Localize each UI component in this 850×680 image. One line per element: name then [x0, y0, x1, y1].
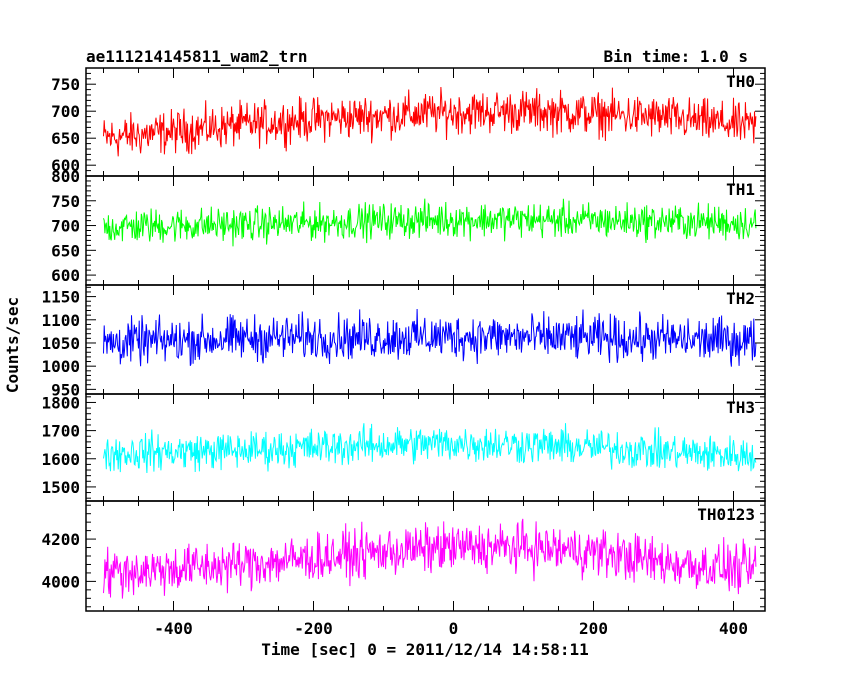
y-tick-label: 800 — [51, 167, 80, 186]
y-tick-label: 1500 — [41, 478, 80, 497]
y-tick-label: 750 — [51, 192, 80, 211]
panel-th0: 600 650 700 750 TH0 — [51, 67, 766, 177]
y-tick-label: 700 — [51, 217, 80, 236]
panel-th3: 1500 1600 1700 1800 TH3 — [41, 393, 766, 502]
series-line-th0 — [103, 86, 757, 157]
series-line-th0123 — [103, 518, 757, 599]
panel-frame — [85, 67, 766, 177]
y-tick-label: 700 — [51, 102, 80, 121]
panel-label: TH0123 — [697, 505, 755, 524]
y-tick-label: 1700 — [41, 422, 80, 441]
plot-title-left: ae111214145811_wam2_trn — [86, 47, 308, 66]
y-tick-label: 1000 — [41, 357, 80, 376]
panel-th0123: 4000 4200 TH0123 — [41, 500, 766, 612]
x-tick-label: -400 — [154, 619, 193, 638]
panel-th1: 600 650 700 750 800 TH1 — [51, 167, 766, 286]
y-tick-label: 650 — [51, 241, 80, 260]
y-tick-label: 1100 — [41, 311, 80, 330]
panels-group: 600 650 700 750 TH0 600 650 700 750 800 TH1 950 1000… — [41, 67, 766, 638]
x-tick-label: 400 — [719, 619, 748, 638]
y-tick-label: 4000 — [41, 572, 80, 591]
y-tick-label: 750 — [51, 75, 80, 94]
panel-th2: 950 1000 1050 1100 1150 TH2 — [41, 284, 766, 399]
y-tick-label: 1050 — [41, 334, 80, 353]
panel-label: TH2 — [726, 289, 755, 308]
x-tick-label: 0 — [449, 619, 459, 638]
y-tick-label: 1800 — [41, 393, 80, 412]
y-axis-label: Counts/sec — [3, 297, 22, 393]
y-tick-label: 950 — [51, 380, 80, 399]
y-tick-label: 600 — [51, 266, 80, 285]
x-tick-label: 200 — [579, 619, 608, 638]
panel-label: TH0 — [726, 72, 755, 91]
y-tick-label: 4200 — [41, 530, 80, 549]
y-tick-label: 650 — [51, 129, 80, 148]
series-line-th1 — [103, 198, 757, 247]
panel-label: TH3 — [726, 398, 755, 417]
series-line-th3 — [103, 423, 757, 473]
series-line-th2 — [103, 309, 757, 367]
x-axis-label: Time [sec] 0 = 2011/12/14 14:58:11 — [261, 640, 589, 659]
plot-title-right: Bin time: 1.0 s — [604, 47, 749, 66]
panel-label: TH1 — [726, 180, 755, 199]
y-tick-label: 600 — [51, 156, 80, 175]
x-tick-label: -200 — [294, 619, 333, 638]
y-tick-label: 1150 — [41, 288, 80, 307]
y-tick-label: 1600 — [41, 450, 80, 469]
